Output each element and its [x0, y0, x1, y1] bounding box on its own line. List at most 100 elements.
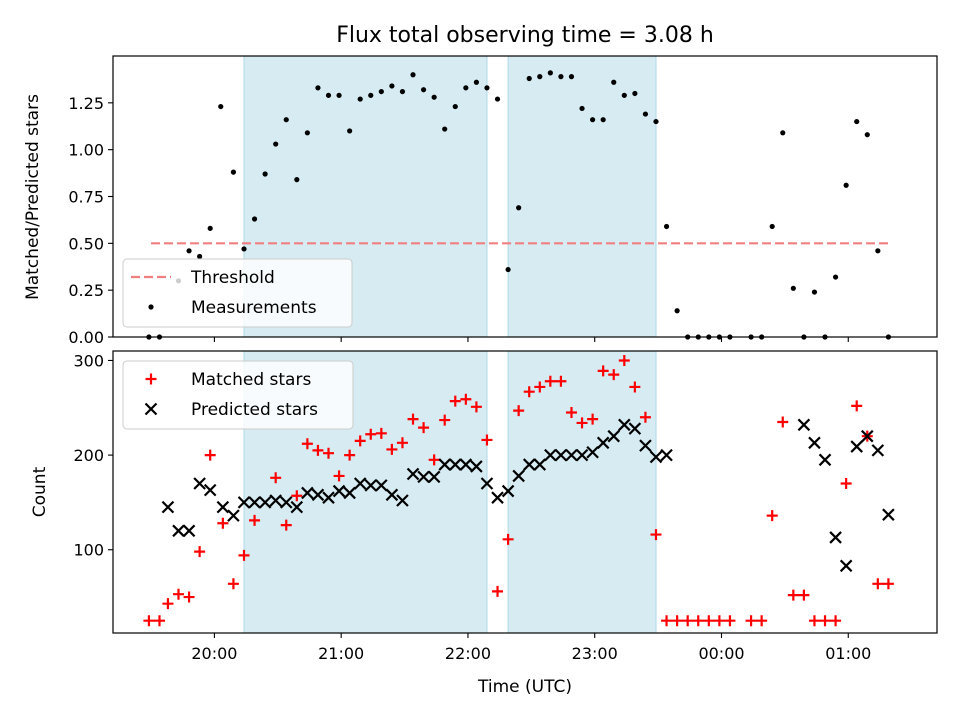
predicted-stars-point	[322, 491, 335, 504]
matched-stars-point	[692, 615, 704, 627]
matched-stars-point	[492, 585, 504, 597]
legend: Threshold Measurements	[122, 258, 353, 328]
predicted-stars-point	[628, 422, 642, 435]
predicted-stars-point	[385, 488, 399, 502]
measurements-point	[442, 126, 448, 132]
predicted-stars-point	[375, 479, 388, 492]
measurements-point	[294, 177, 300, 183]
measurements-point	[537, 74, 543, 80]
measurements-point	[590, 117, 596, 123]
measurements-point	[336, 92, 342, 98]
measurements-point	[410, 72, 416, 78]
measurements-point	[780, 130, 786, 136]
predicted-stars-point	[470, 460, 483, 473]
predicted-stars-point	[850, 440, 863, 453]
predicted-stars-point	[871, 444, 885, 457]
matched-stars-point	[204, 449, 216, 461]
predicted-stars-point	[172, 524, 185, 538]
y-tick-label: 0.00	[68, 328, 104, 347]
predicted-stars-point	[343, 486, 356, 500]
matched-stars-point	[249, 514, 261, 526]
predicted-stars-point	[332, 484, 346, 498]
measurements-point	[399, 88, 406, 95]
legend-box	[122, 258, 353, 328]
measurements-point	[568, 74, 575, 80]
predicted-stars-point	[406, 467, 420, 481]
matched-stars-point	[153, 615, 165, 627]
measurements-point	[463, 85, 469, 91]
measurements-point	[843, 182, 849, 188]
measurements-point	[663, 223, 670, 230]
measurements-point	[769, 223, 775, 230]
matched-stars-point	[872, 578, 884, 590]
matched-stars-point	[481, 434, 493, 446]
y-tick-label: 0.25	[68, 281, 104, 300]
legend-handle	[148, 304, 154, 310]
measurements-point	[315, 85, 321, 91]
matched-stars-point	[172, 588, 184, 600]
matched-stars-point	[333, 470, 345, 482]
predicted-stars-point	[586, 445, 599, 459]
x-tick-label: 00:00	[698, 644, 744, 663]
matched-stars-point	[386, 443, 398, 455]
matched-stars-point	[217, 517, 229, 529]
matched-stars-point	[439, 414, 451, 426]
matched-stars-point	[291, 490, 303, 502]
measurements-point	[325, 92, 332, 98]
predicted-stars-point	[533, 458, 547, 471]
bottom-y-axis-label: Count	[30, 466, 50, 517]
predicted-stars-point	[596, 436, 610, 450]
matched-stars-point	[777, 416, 789, 428]
measurements-point	[600, 117, 606, 123]
matched-stars-point	[587, 413, 599, 425]
y-tick-label: 300	[73, 351, 104, 370]
measurements-point	[273, 141, 279, 147]
measurements-point	[674, 308, 680, 314]
matched-stars-point	[703, 615, 715, 627]
measurements-point	[611, 79, 617, 85]
legend-handle	[145, 373, 157, 385]
y-tick-label: 1.00	[68, 141, 104, 160]
matched-stars-point	[639, 411, 651, 423]
predicted-stars-point	[829, 531, 842, 544]
measurements-point	[347, 128, 353, 134]
matched-stars-point	[713, 615, 725, 627]
predicted-stars-point	[427, 470, 441, 484]
matched-stars-point	[323, 447, 335, 459]
matched-stars-point	[840, 477, 852, 489]
predicted-stars-point	[480, 477, 494, 490]
matched-stars-point	[312, 444, 324, 456]
measurements-point	[241, 246, 247, 252]
legend-label: Predicted stars	[191, 400, 318, 420]
matched-stars-point	[787, 589, 799, 601]
predicted-stars-point	[227, 509, 240, 522]
predicted-stars-point	[618, 418, 631, 432]
matched-stars-point	[162, 598, 174, 610]
matched-stars-point	[618, 354, 630, 366]
measurements-point	[642, 111, 649, 117]
measurements-point	[547, 70, 553, 76]
matched-stars-point	[534, 381, 546, 393]
measurements-point	[251, 216, 258, 222]
measurements-point	[621, 92, 627, 98]
matched-stars-point	[682, 615, 694, 627]
matched-stars-point	[449, 395, 461, 407]
predicted-stars-point	[258, 496, 272, 509]
predicted-stars-point	[182, 524, 196, 538]
matched-stars-point	[270, 472, 282, 484]
measurements-point	[368, 92, 374, 98]
measurements-point	[653, 118, 659, 125]
predicted-stars-point	[396, 494, 409, 507]
matched-stars-point	[597, 365, 609, 377]
predicted-stars-point	[491, 491, 504, 504]
predicted-stars-point	[459, 458, 473, 471]
legend: Matched stars Predicted stars	[122, 360, 354, 430]
matched-stars-point	[470, 401, 482, 413]
predicted-stars-point	[448, 458, 462, 471]
predicted-stars-point	[279, 496, 293, 509]
matched-stars-point	[756, 615, 768, 627]
matched-stars-point	[523, 386, 535, 398]
predicted-stars-point	[417, 470, 430, 484]
measurements-point	[875, 248, 881, 254]
